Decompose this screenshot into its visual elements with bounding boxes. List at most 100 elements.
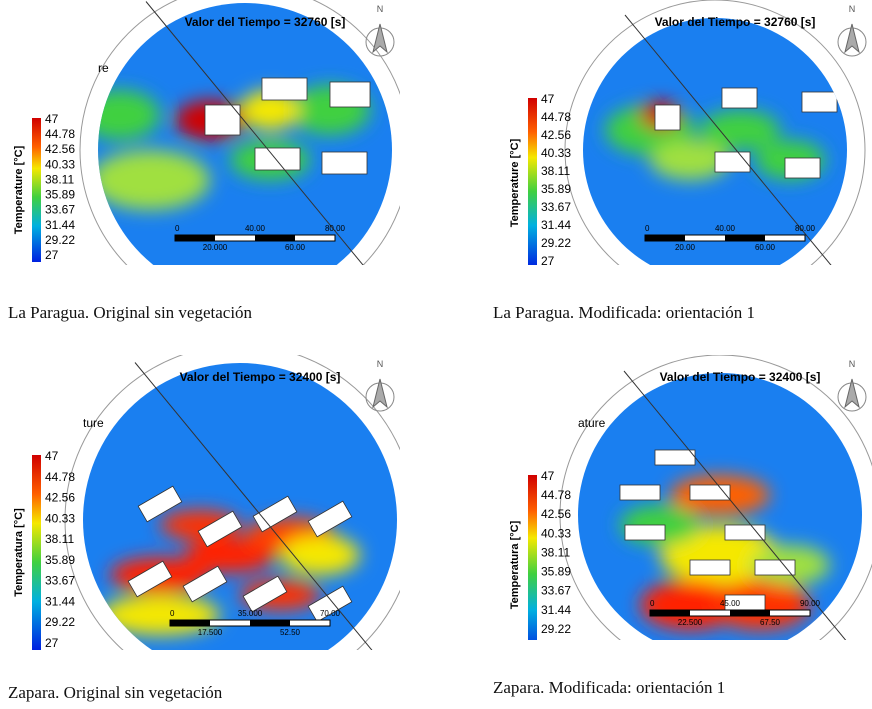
colorbar-tick: 31.44 <box>45 218 75 232</box>
scale-label: 60.00 <box>285 243 306 252</box>
colorbar-tick: 47 <box>541 92 555 106</box>
colorbar-tick: 44.78 <box>45 470 75 484</box>
compass-arrow <box>845 24 859 52</box>
colorbar-tick: 38.11 <box>45 532 74 546</box>
scale-bar-fill <box>175 235 215 241</box>
title: Valor del Tiempo = 32760 [s] <box>185 15 346 29</box>
caption: Zapara. Modificada: orientación 1 <box>493 678 725 698</box>
building <box>620 485 660 500</box>
heat-zone <box>280 535 360 575</box>
colorbar-tick: 40.33 <box>541 146 571 160</box>
heat-zone <box>700 110 780 150</box>
colorbar-tick: 31.44 <box>541 603 571 617</box>
scale-label: 45.00 <box>720 599 741 608</box>
building <box>255 148 300 170</box>
scale-bar-fill <box>645 235 685 241</box>
colorbar <box>32 455 41 650</box>
compass-arrow <box>373 24 387 52</box>
scale-label: 20.00 <box>675 243 696 252</box>
colorbar <box>32 118 41 262</box>
scale-label: 67.50 <box>760 618 781 627</box>
colorbar-tick: 31.44 <box>45 594 75 608</box>
colorbar-tick: 31.44 <box>541 218 571 232</box>
scale-label: 0 <box>650 599 655 608</box>
scale-label: 70.00 <box>320 609 341 618</box>
compass-north: N <box>377 4 384 14</box>
colorbar-tick: 35.89 <box>45 188 75 202</box>
label-fragment: ature <box>578 416 606 430</box>
scale-label: 80.00 <box>325 224 346 233</box>
scale-bar-fill <box>255 235 295 241</box>
building <box>690 560 730 575</box>
compass-north: N <box>849 4 856 14</box>
scale-bar-fill <box>650 610 690 616</box>
caption: La Paragua. Modificada: orientación 1 <box>493 303 755 323</box>
colorbar-tick: 44.78 <box>541 488 571 502</box>
colorbar-label: Temperature [°C] <box>13 145 25 234</box>
scale-label: 20.000 <box>203 243 228 252</box>
colorbar-tick: 42.56 <box>45 142 75 156</box>
colorbar-tick: 27 <box>45 248 59 262</box>
caption: La Paragua. Original sin vegetación <box>8 303 252 323</box>
scale-label: 40.00 <box>245 224 266 233</box>
scale-label: 90.00 <box>800 599 821 608</box>
scale-bar-fill <box>250 620 290 626</box>
heat-zone <box>90 150 210 210</box>
colorbar-tick: 42.56 <box>45 491 75 505</box>
scale-label: 22.500 <box>678 618 703 627</box>
colorbar-label: Temperatura [°C] <box>509 520 521 609</box>
colorbar-tick: 29.22 <box>45 615 75 629</box>
simulation-image: Valor del Tiempo = 32760 [s]Nre4744.7842… <box>0 0 400 265</box>
title: Valor del Tiempo = 32760 [s] <box>655 15 816 29</box>
colorbar-label: Temperature [°C] <box>509 138 521 227</box>
building <box>785 158 820 178</box>
colorbar-tick: 33.67 <box>541 200 571 214</box>
colorbar-tick: 29.22 <box>541 622 571 636</box>
title: Valor del Tiempo = 32400 [s] <box>660 370 821 384</box>
scale-label: 0 <box>170 609 175 618</box>
building <box>725 525 765 540</box>
colorbar-tick: 47 <box>541 469 555 483</box>
colorbar-tick: 38.11 <box>541 545 570 559</box>
colorbar-tick: 47 <box>45 449 59 463</box>
label-fragment: re <box>98 61 109 75</box>
building <box>262 78 307 100</box>
colorbar <box>528 475 537 640</box>
scale-label: 60.00 <box>755 243 776 252</box>
colorbar-tick: 40.33 <box>45 511 75 525</box>
caption: Zapara. Original sin vegetación <box>8 683 222 703</box>
compass-arrow <box>845 379 859 407</box>
building <box>755 560 795 575</box>
scale-label: 35.000 <box>238 609 263 618</box>
compass-north: N <box>377 359 384 369</box>
colorbar-tick: 38.11 <box>45 172 74 186</box>
colorbar-tick: 29.22 <box>45 233 75 247</box>
colorbar-tick: 27 <box>45 636 59 650</box>
colorbar-tick: 33.67 <box>45 203 75 217</box>
label-fragment: ture <box>83 416 104 430</box>
building <box>802 92 837 112</box>
colorbar-tick: 40.33 <box>541 526 571 540</box>
building <box>625 525 665 540</box>
building <box>330 82 370 107</box>
colorbar-tick: 27 <box>541 254 555 265</box>
simulation-image: Valor del Tiempo = 32760 [s]N4744.7842.5… <box>490 0 872 265</box>
scale-bar-fill <box>730 610 770 616</box>
building <box>655 450 695 465</box>
colorbar-tick: 44.78 <box>541 110 571 124</box>
scale-bar-fill <box>725 235 765 241</box>
colorbar-tick: 29.22 <box>541 236 571 250</box>
colorbar-tick: 44.78 <box>45 127 75 141</box>
compass-arrow <box>373 379 387 407</box>
scale-label: 0 <box>175 224 180 233</box>
colorbar-tick: 33.67 <box>541 584 571 598</box>
colorbar-tick: 40.33 <box>45 157 75 171</box>
colorbar-tick: 35.89 <box>45 553 75 567</box>
colorbar-tick: 42.56 <box>541 507 571 521</box>
compass-north: N <box>849 359 856 369</box>
title: Valor del Tiempo = 32400 [s] <box>180 370 341 384</box>
scale-label: 0 <box>645 224 650 233</box>
